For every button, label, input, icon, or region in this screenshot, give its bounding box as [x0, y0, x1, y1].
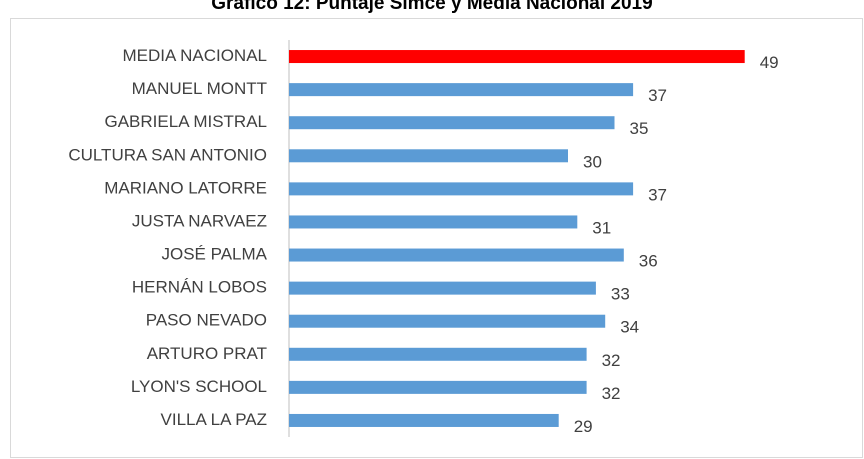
bar [289, 182, 634, 196]
value-label: 29 [574, 417, 593, 436]
y-tick-label: MEDIA NACIONAL [122, 46, 267, 65]
y-tick-label: MARIANO LATORRE [104, 178, 267, 197]
bar [289, 149, 568, 163]
bar [289, 50, 745, 64]
bar [289, 347, 587, 361]
value-label: 32 [602, 384, 621, 403]
bar [289, 281, 596, 295]
y-tick-label: MANUEL MONTT [132, 79, 267, 98]
value-label: 37 [648, 86, 667, 105]
bar [289, 248, 624, 262]
y-tick-label: LYON'S SCHOOL [131, 377, 267, 396]
y-tick-label: GABRIELA MISTRAL [105, 112, 268, 131]
value-label: 30 [583, 152, 602, 171]
bar [289, 83, 634, 97]
bar [289, 116, 615, 130]
value-label: 33 [611, 285, 630, 304]
bar [289, 413, 559, 427]
y-tick-label: JUSTA NARVAEZ [132, 211, 267, 230]
bar [289, 380, 587, 394]
value-label: 49 [760, 53, 779, 72]
y-tick-label: JOSÉ PALMA [162, 245, 268, 264]
value-label: 36 [639, 252, 658, 271]
bar [289, 215, 578, 229]
chart-border [10, 18, 863, 458]
value-label: 35 [630, 119, 649, 138]
value-label: 34 [620, 318, 639, 337]
y-tick-label: PASO NEVADO [146, 311, 267, 330]
value-label: 31 [592, 218, 611, 237]
bar [289, 314, 606, 328]
y-tick-label: CULTURA SAN ANTONIO [68, 145, 267, 164]
y-tick-label: VILLA LA PAZ [161, 410, 267, 429]
chart-title: Gráfico 12: Puntaje Simce y Media Nacion… [211, 0, 652, 14]
value-label: 32 [602, 351, 621, 370]
value-label: 37 [648, 185, 667, 204]
y-tick-label: ARTURO PRAT [147, 344, 267, 363]
y-tick-label: HERNÁN LOBOS [132, 278, 267, 297]
